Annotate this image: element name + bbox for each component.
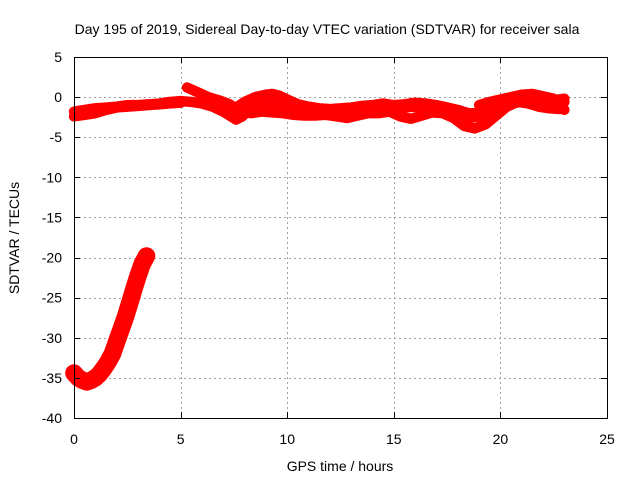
x-tick-label: 10 xyxy=(279,431,295,447)
chart-title: Day 195 of 2019, Sidereal Day-to-day VTE… xyxy=(75,21,580,37)
series-line-trace-b xyxy=(68,97,186,122)
y-tick-label: -20 xyxy=(42,250,62,266)
series-line-trace-e xyxy=(473,88,570,116)
x-tick-label: 15 xyxy=(386,431,402,447)
y-axis-label: SDTVAR / TECUs xyxy=(6,182,22,294)
y-tick-label: -35 xyxy=(42,370,62,386)
x-tick-label: 5 xyxy=(177,431,185,447)
y-tick-label: -10 xyxy=(42,169,62,185)
x-tick-label: 20 xyxy=(493,431,509,447)
y-tick-label: 0 xyxy=(54,89,62,105)
x-tick-labels: 0 5 10 15 20 25 xyxy=(70,431,615,447)
x-tick-label: 0 xyxy=(70,431,78,447)
data-traces xyxy=(65,82,570,391)
series-line-trace-c xyxy=(181,82,566,134)
plot-frame xyxy=(74,57,608,419)
y-tick-label: -25 xyxy=(42,290,62,306)
y-tick-label: 5 xyxy=(54,49,62,65)
x-axis-label: GPS time / hours xyxy=(287,458,394,474)
series-line-early xyxy=(65,247,156,391)
x-tick-label: 25 xyxy=(599,431,615,447)
series-line-trace-d xyxy=(228,88,570,119)
y-tick-label: -30 xyxy=(42,330,62,346)
y-tick-label: -40 xyxy=(42,410,62,426)
y-tick-label: -5 xyxy=(50,129,63,145)
y-tick-labels: 5 0 -5 -10 -15 -20 -25 -30 -35 -40 xyxy=(42,49,62,426)
axis-ticks xyxy=(74,57,608,419)
y-tick-label: -15 xyxy=(42,209,62,225)
